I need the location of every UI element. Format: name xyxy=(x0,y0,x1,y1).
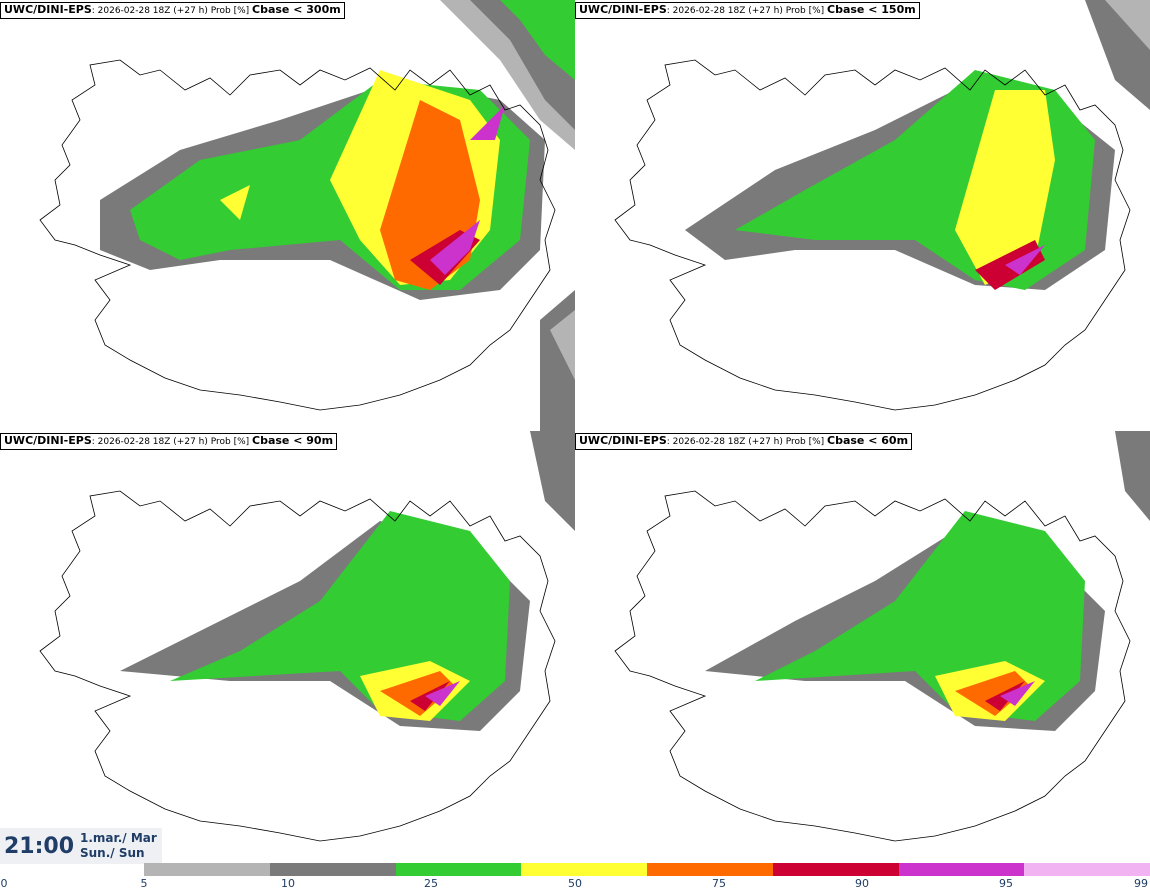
date-label: 1.mar./ Mar xyxy=(80,831,157,845)
colorbar-segment xyxy=(898,863,1025,876)
colorbar-tick-label: 50 xyxy=(568,877,582,890)
panel-title: UWC/DINI-EPS: 2026-02-28 18Z (+27 h) Pro… xyxy=(0,433,338,450)
colorbar-tick-label: 99 xyxy=(1134,877,1148,890)
probability-colorbar xyxy=(144,863,1150,876)
colorbar-segment xyxy=(772,863,899,876)
iceland-map xyxy=(614,0,1150,411)
colorbar-tick-label: 25 xyxy=(424,877,438,890)
iceland-map xyxy=(39,0,575,431)
colorbar-segment xyxy=(521,863,647,876)
colorbar-segment xyxy=(269,863,396,876)
iceland-map xyxy=(614,431,1150,842)
colorbar-tick-label: 10 xyxy=(281,877,295,890)
colorbar-segment xyxy=(1024,863,1150,876)
colorbar-tick-label: 90 xyxy=(855,877,869,890)
colorbar-segment xyxy=(395,863,522,876)
panel-title: UWC/DINI-EPS: 2026-02-28 18Z (+27 h) Pro… xyxy=(575,2,920,19)
iceland-map xyxy=(39,431,575,842)
colorbar-tick-label: 5 xyxy=(140,877,148,890)
panel-title: UWC/DINI-EPS: 2026-02-28 18Z (+27 h) Pro… xyxy=(575,433,913,450)
colorbar-tick-label: 0 xyxy=(0,877,8,890)
map-panel-cbase-90: UWC/DINI-EPS: 2026-02-28 18Z (+27 h) Pro… xyxy=(0,431,575,862)
map-panel-cbase-300: UWC/DINI-EPS: 2026-02-28 18Z (+27 h) Pro… xyxy=(0,0,575,431)
colorbar-segment xyxy=(647,863,773,876)
map-panel-cbase-150: UWC/DINI-EPS: 2026-02-28 18Z (+27 h) Pro… xyxy=(575,0,1150,431)
valid-time: 21:00 xyxy=(4,834,75,859)
day-label: Sun./ Sun xyxy=(80,846,145,860)
colorbar-segment xyxy=(144,863,270,876)
valid-date: 1.mar./ Mar Sun./ Sun xyxy=(80,831,157,861)
panel-title: UWC/DINI-EPS: 2026-02-28 18Z (+27 h) Pro… xyxy=(0,2,345,19)
colorbar-tick-label: 95 xyxy=(999,877,1013,890)
map-panel-cbase-60: UWC/DINI-EPS: 2026-02-28 18Z (+27 h) Pro… xyxy=(575,431,1150,862)
valid-time-box xyxy=(0,828,162,864)
colorbar-tick-label: 75 xyxy=(712,877,726,890)
